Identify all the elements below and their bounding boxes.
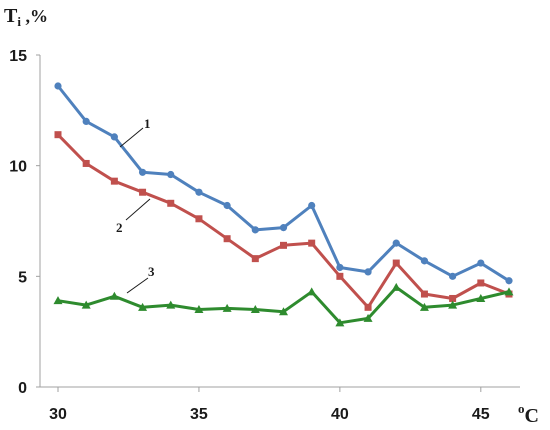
series-3-point xyxy=(81,300,91,309)
series-2-point xyxy=(392,259,400,267)
series-2-point xyxy=(280,241,287,249)
y-axis-title: Ti ,% xyxy=(4,5,48,29)
series-1-point xyxy=(138,168,147,176)
series-2-point xyxy=(167,199,175,207)
series-3-point xyxy=(335,318,345,327)
series-3-point xyxy=(53,296,63,305)
series-1-point xyxy=(308,201,316,210)
y-tick-label: 10 xyxy=(9,159,27,176)
series-layer xyxy=(53,82,514,327)
series-1-point xyxy=(477,259,485,267)
series-1-point xyxy=(364,268,372,276)
x-tick-label: 45 xyxy=(472,406,490,423)
series-1-point xyxy=(336,263,344,272)
series-3-leader-line xyxy=(126,277,149,294)
series-3 xyxy=(53,282,514,327)
series-3-point xyxy=(166,300,176,309)
series-3-point xyxy=(363,313,373,322)
series-1-point xyxy=(392,239,400,247)
x-tick-label: 30 xyxy=(49,406,67,423)
series-1-line xyxy=(56,85,510,283)
y-axis-title-main: T xyxy=(4,5,18,27)
y-tick-label: 15 xyxy=(9,48,27,65)
y-tick-label: 5 xyxy=(18,269,27,286)
series-2-point xyxy=(477,279,485,287)
series-2-point xyxy=(251,255,259,263)
series-2-point xyxy=(364,303,372,311)
series-1-point xyxy=(505,277,513,285)
series-2-point xyxy=(308,239,316,247)
x-axis-unit: C xyxy=(525,405,539,427)
series-3-point xyxy=(476,293,486,302)
series-2-point xyxy=(82,159,90,167)
series-1-point xyxy=(167,170,175,179)
series-3-point xyxy=(250,305,260,314)
series-3-point xyxy=(194,305,204,314)
series-1-point xyxy=(54,82,62,90)
series-2-point xyxy=(449,294,457,302)
series-3-point xyxy=(109,291,119,300)
series-3-point xyxy=(222,303,232,312)
series-3-label: 3 xyxy=(148,264,155,279)
series-1-label: 1 xyxy=(144,116,151,131)
y-axis-title-subscript: i xyxy=(17,14,21,29)
series-3-point xyxy=(279,307,288,316)
series-1-point xyxy=(110,133,118,141)
series-2-leader-line xyxy=(125,198,151,221)
y-axis-title-suffix: ,% xyxy=(21,6,48,26)
x-tick-label: 40 xyxy=(331,406,349,423)
series-1 xyxy=(54,82,513,285)
series-1-point xyxy=(223,201,231,210)
x-tick-label: 35 xyxy=(190,406,208,423)
series-2-point xyxy=(420,290,428,298)
series-3-point xyxy=(138,302,148,311)
y-tick-label: 0 xyxy=(18,380,27,397)
series-1-point xyxy=(449,272,457,280)
series-2 xyxy=(54,131,513,311)
series-3-point xyxy=(504,287,514,296)
series-2-label: 2 xyxy=(116,220,123,235)
series-3-point xyxy=(448,300,458,309)
series-2-line xyxy=(56,133,510,309)
series-2-point xyxy=(54,131,62,139)
series-1-point xyxy=(420,257,429,265)
series-2-point xyxy=(336,272,344,280)
series-2-point xyxy=(223,235,231,243)
series-1-point xyxy=(251,226,259,234)
series-1-point xyxy=(195,188,203,196)
x-axis-degree-symbol: o xyxy=(518,401,525,416)
series-2-point xyxy=(195,215,203,223)
series-3-point xyxy=(419,302,429,311)
series-1-leader-line xyxy=(119,127,144,148)
series-1-point xyxy=(82,117,90,125)
series-2-point xyxy=(110,177,118,185)
x-ticks: 30 35 40 45 xyxy=(49,387,490,423)
y-ticks: 0 5 10 15 xyxy=(9,48,40,397)
series-2-point xyxy=(139,188,147,196)
series-3-line xyxy=(57,285,510,325)
x-axis-title: oC xyxy=(518,401,539,427)
series-1-point xyxy=(279,224,288,232)
series-3-point xyxy=(307,287,317,296)
series-3-point xyxy=(391,282,401,291)
